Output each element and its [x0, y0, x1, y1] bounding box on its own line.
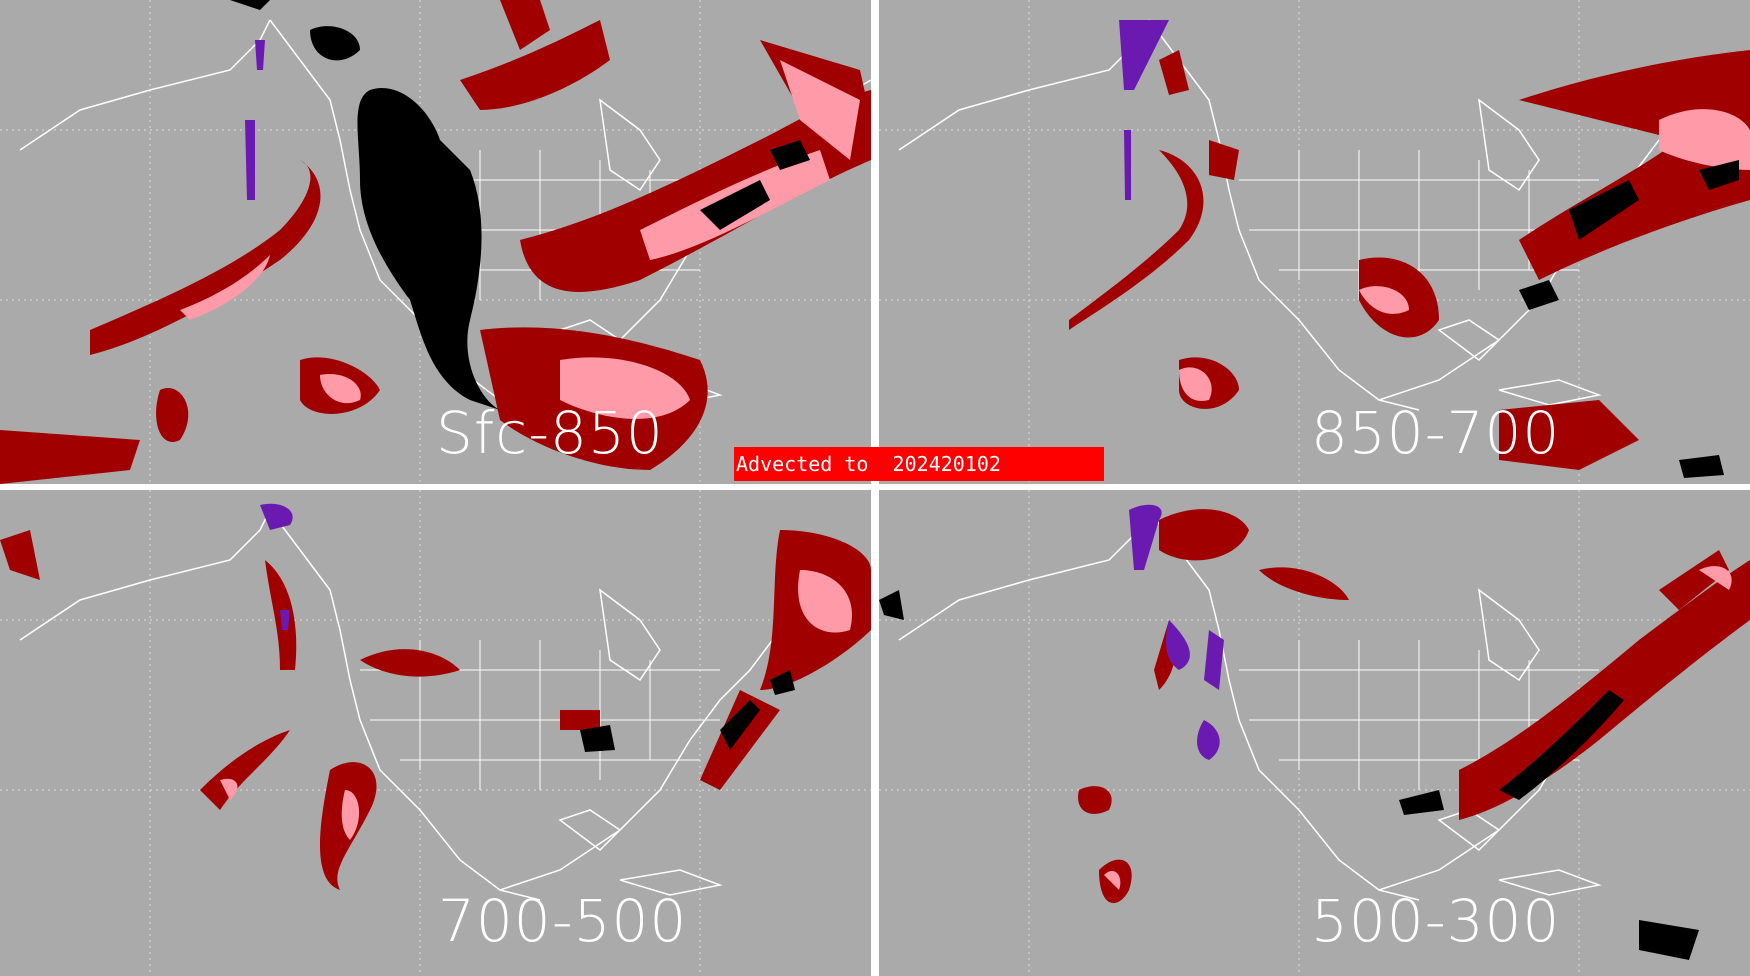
- map-panel-500-300: 500-300: [879, 490, 1750, 976]
- purple-areas: [245, 40, 265, 200]
- black-areas: [1519, 160, 1739, 478]
- graticule: [879, 490, 1750, 976]
- layer-label: Sfc-850: [436, 399, 664, 467]
- dark-red-areas: [0, 530, 871, 890]
- pink-areas: [1104, 566, 1732, 890]
- map-panel-sfc-850: Sfc-850: [0, 0, 871, 484]
- pink-areas: [1179, 109, 1750, 401]
- black-areas: [230, 0, 810, 410]
- black-areas: [879, 590, 1699, 960]
- graticule: [0, 490, 871, 976]
- purple-areas: [260, 503, 293, 630]
- layer-label: 850-700: [1311, 399, 1561, 467]
- map-graphic: [879, 490, 1750, 976]
- map-panel-850-700: 850-700: [879, 0, 1750, 484]
- purple-areas: [1129, 504, 1224, 760]
- advected-banner: Advected to 202420102: [734, 447, 1104, 481]
- black-areas: [580, 670, 795, 752]
- map-graphic: [0, 490, 871, 976]
- purple-areas: [1119, 20, 1169, 200]
- state-borders: [360, 640, 720, 790]
- pink-areas: [220, 570, 852, 840]
- layer-label: 700-500: [438, 887, 688, 955]
- dark-red-areas: [1078, 509, 1750, 904]
- layer-label: 500-300: [1311, 887, 1561, 955]
- map-graphic: [0, 0, 871, 484]
- map-panel-700-500: 700-500: [0, 490, 871, 976]
- map-graphic: [879, 0, 1750, 484]
